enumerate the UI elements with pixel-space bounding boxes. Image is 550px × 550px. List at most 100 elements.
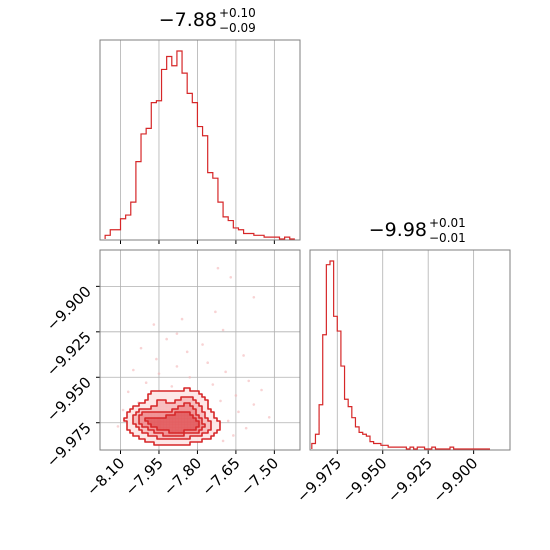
density-cell — [127, 424, 131, 428]
density-cell — [175, 415, 179, 419]
density-cell — [211, 430, 215, 434]
density-cell — [175, 436, 179, 440]
density-cell — [136, 412, 140, 416]
density-cell — [199, 439, 203, 443]
density-cell — [175, 433, 179, 437]
scatter-point — [226, 419, 230, 423]
contour-line — [144, 411, 200, 434]
histogram-panel-bottom-right: −9.975−9.950−9.925−9.900 −9.98 +0.01−0.01 — [293, 216, 511, 506]
density-cell — [178, 433, 182, 437]
density-cell — [202, 421, 206, 425]
density-cell — [178, 427, 182, 431]
scatter-point — [252, 295, 256, 299]
density-cell — [184, 388, 188, 392]
y-tick-label: −9.925 — [43, 328, 95, 380]
density-cell — [190, 433, 194, 437]
density-cell — [184, 412, 188, 416]
density-cell — [148, 415, 152, 419]
density-cell — [142, 415, 146, 419]
density-cell — [181, 439, 185, 443]
density-cell — [199, 415, 203, 419]
density-cell — [190, 394, 194, 398]
density-cell — [196, 433, 200, 437]
histogram-frame — [309, 249, 511, 451]
density-cell — [211, 412, 215, 416]
density-cell — [190, 412, 194, 416]
density-cell — [193, 430, 197, 434]
density-cell — [187, 436, 191, 440]
density-cell — [130, 418, 134, 422]
joint-plot-area — [116, 266, 271, 446]
density-cell — [178, 424, 182, 428]
density-cell — [166, 439, 170, 443]
histogram-bin — [244, 233, 249, 239]
histogram-bin — [126, 215, 131, 239]
density-cell — [193, 433, 197, 437]
density-cell — [205, 409, 209, 413]
density-cell — [133, 430, 137, 434]
density-cell — [127, 427, 131, 431]
density-cell — [172, 403, 176, 407]
density-cell — [157, 421, 161, 425]
density-cell — [172, 439, 176, 443]
density-cell — [184, 439, 188, 443]
density-cell — [139, 418, 143, 422]
density-cell — [205, 421, 209, 425]
density-cell — [178, 409, 182, 413]
density-cell — [190, 430, 194, 434]
density-cell — [142, 436, 146, 440]
histogram-bin — [228, 221, 233, 239]
scatter-point — [165, 337, 168, 341]
contour-line — [132, 396, 212, 440]
y-tick-label: −9.900 — [43, 282, 95, 334]
density-cell — [160, 406, 164, 410]
density-cell — [151, 409, 155, 413]
density-cell — [163, 436, 167, 440]
density-cell — [172, 397, 176, 401]
density-cell — [184, 415, 188, 419]
density-cell — [133, 427, 137, 431]
density-cell — [211, 421, 215, 425]
density-cell — [196, 424, 200, 428]
density-cell — [169, 418, 173, 422]
density-cell — [172, 412, 176, 416]
density-cell — [160, 430, 164, 434]
histogram-bin — [203, 136, 208, 239]
density-cell — [190, 436, 194, 440]
density-cell — [160, 391, 164, 395]
density-cell — [193, 421, 197, 425]
density-cell — [175, 409, 179, 413]
density-cell — [181, 415, 185, 419]
histogram-bin — [374, 443, 378, 449]
density-cell — [175, 418, 179, 422]
density-cell — [205, 430, 209, 434]
density-cell — [151, 400, 155, 404]
histogram-bin — [197, 127, 202, 239]
density-cell — [214, 421, 218, 425]
density-cell — [142, 433, 146, 437]
density-cell — [205, 427, 209, 431]
density-cell — [196, 436, 200, 440]
density-cell — [160, 403, 164, 407]
density-cell — [175, 403, 179, 407]
density-cell — [187, 439, 191, 443]
scatter-point — [206, 361, 209, 365]
density-cell — [196, 430, 200, 434]
density-cell — [166, 433, 170, 437]
density-cell — [139, 415, 143, 419]
histogram-bin — [131, 202, 136, 239]
density-cell — [166, 421, 170, 425]
density-cell — [187, 394, 191, 398]
density-cell — [166, 391, 170, 395]
density-cell — [133, 412, 137, 416]
density-cell — [172, 394, 176, 398]
density-cell — [205, 406, 209, 410]
density-cell — [154, 424, 158, 428]
density-cell — [175, 424, 179, 428]
density-cell — [196, 439, 200, 443]
histogram-bin — [177, 51, 182, 239]
density-cell — [136, 406, 140, 410]
density-cell — [208, 421, 212, 425]
density-cell — [202, 400, 206, 404]
density-cell — [175, 397, 179, 401]
